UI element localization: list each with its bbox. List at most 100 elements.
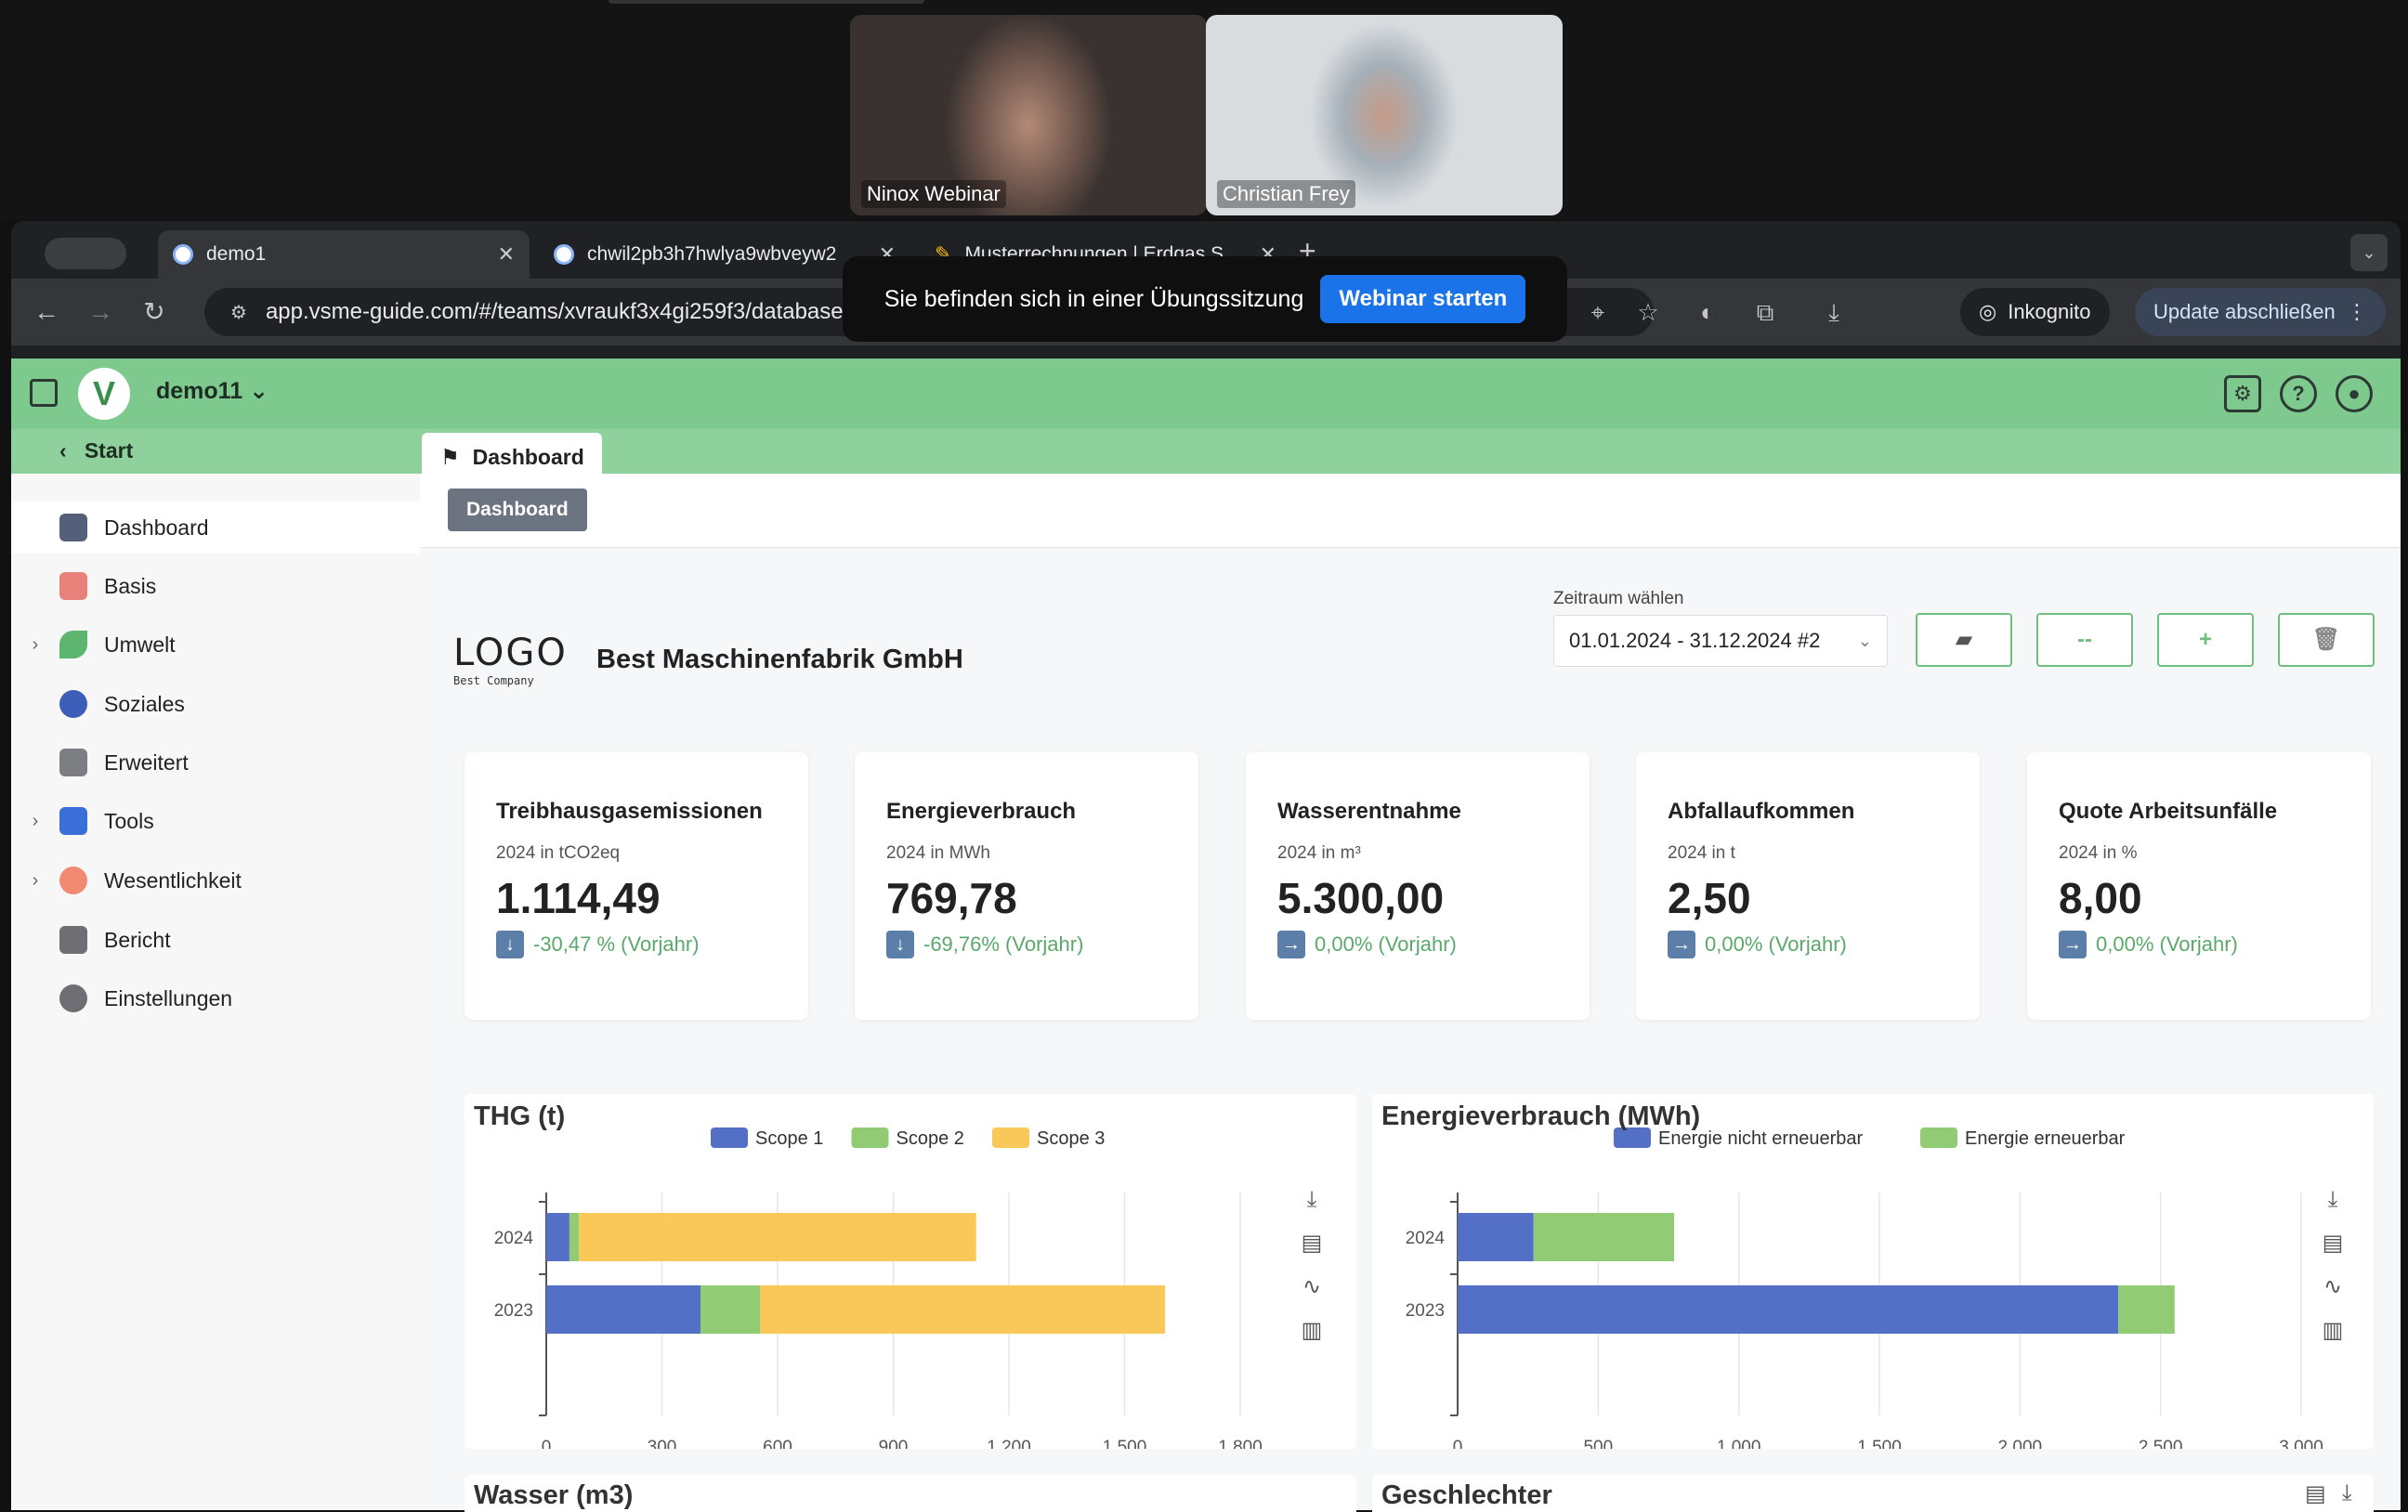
tab-dashboard[interactable]: ⚑ Dashboard xyxy=(422,433,602,481)
kpi-change-text: -69,76% (Vorjahr) xyxy=(923,932,1084,956)
banner-text: Sie befinden sich in einer Übungssitzung xyxy=(883,285,1304,312)
chevron-down-icon: ⌄ xyxy=(1857,631,1872,650)
back-start-link[interactable]: ‹ Start xyxy=(59,438,133,463)
bar-segment[interactable] xyxy=(2118,1285,2175,1334)
bar-segment[interactable] xyxy=(1533,1213,1675,1261)
participant-name: Christian Frey xyxy=(1217,180,1355,208)
kpi-value: 2,50 xyxy=(1668,874,1751,922)
update-button[interactable]: Update abschließen ⋮ xyxy=(2135,288,2386,336)
download-icon[interactable]: ⤓ xyxy=(2342,1480,2352,1505)
favicon-icon xyxy=(554,244,574,265)
legend-item[interactable]: Scope 2 xyxy=(851,1127,964,1149)
kpi-card-accidents: Quote Arbeitsunfälle 2024 in % 8,00 → 0,0… xyxy=(2027,752,2371,1020)
tab-search-icon[interactable] xyxy=(45,238,126,269)
bar-segment[interactable] xyxy=(1458,1285,2119,1334)
chart-title: THG (t) xyxy=(474,1101,566,1131)
legend-item[interactable]: Energie nicht erneuerbar xyxy=(1614,1127,1863,1149)
sidebar-item-bericht[interactable]: Bericht xyxy=(11,914,420,966)
network-icon xyxy=(59,867,87,894)
download-icon[interactable]: ⤓ xyxy=(1306,1187,1317,1212)
x-tick-label: 1,200 xyxy=(987,1438,1031,1449)
bar-chart-icon[interactable]: ▥ xyxy=(1301,1318,1323,1343)
sidebar-item-label: Soziales xyxy=(104,691,185,716)
download-icon[interactable]: ⤓ xyxy=(1828,298,1839,326)
bar-segment[interactable] xyxy=(569,1213,580,1261)
breadcrumb: Dashboard xyxy=(420,474,2401,548)
minus-button[interactable]: -- xyxy=(2036,613,2133,667)
line-chart-icon[interactable]: ∿ xyxy=(1302,1274,1322,1299)
extension-icon[interactable]: ◐ xyxy=(1700,298,1715,326)
app-logo[interactable]: V xyxy=(78,368,130,420)
close-icon[interactable]: ✕ xyxy=(497,242,515,266)
site-info-icon[interactable]: ⚙ xyxy=(230,302,247,323)
bar-segment[interactable] xyxy=(1458,1213,1534,1261)
tab-list-chevron-icon[interactable]: ⌄ xyxy=(2350,234,2388,271)
chart-card-thg: Scope 1 Scope 2 Scope 3 0 300 600 900 1,200 1,50… xyxy=(465,1094,1356,1449)
workspace-selector[interactable]: demo11 ⌄ xyxy=(156,377,268,405)
sidebar-toggle-icon[interactable] xyxy=(30,379,58,407)
y-tick-label: 2024 xyxy=(494,1229,534,1248)
bar-chart-icon[interactable]: ▥ xyxy=(2322,1318,2344,1343)
gear-icon[interactable]: ⚙ xyxy=(2224,375,2261,412)
sidebar-item-basis[interactable]: Basis xyxy=(11,560,420,612)
kpi-change: → 0,00% (Vorjahr) xyxy=(1668,931,1948,958)
kpi-change: → 0,00% (Vorjahr) xyxy=(2059,931,2339,958)
back-arrow-icon[interactable]: ← xyxy=(33,297,59,326)
participant-tile-1[interactable]: Ninox Webinar xyxy=(850,15,1207,215)
bar-segment[interactable] xyxy=(546,1285,700,1334)
legend-swatch xyxy=(1920,1127,1957,1148)
reload-icon[interactable]: ↻ xyxy=(143,297,165,326)
breadcrumb-dashboard-button[interactable]: Dashboard xyxy=(448,489,587,531)
bookmark-star-icon[interactable]: ☆ xyxy=(1637,298,1659,326)
help-icon[interactable]: ? xyxy=(2280,375,2317,412)
forward-arrow-icon[interactable]: → xyxy=(87,297,113,326)
legend-item[interactable]: Scope 1 xyxy=(711,1127,823,1149)
sidebar-item-label: Tools xyxy=(104,808,154,833)
kebab-menu-icon: ⋮ xyxy=(2347,300,2367,323)
sidebar-item-wesentlichkeit[interactable]: › Wesentlichkeit xyxy=(11,854,420,906)
sidebar-item-tools[interactable]: › Tools xyxy=(11,795,420,847)
start-webinar-button[interactable]: Webinar starten xyxy=(1320,275,1526,323)
sidebar-item-umwelt[interactable]: › Umwelt xyxy=(11,619,420,671)
data-view-icon[interactable]: ▤ xyxy=(2322,1231,2344,1256)
user-account-icon[interactable]: ● xyxy=(2336,375,2373,412)
bar-segment[interactable] xyxy=(546,1213,569,1261)
tools-icon xyxy=(59,807,87,835)
browser-tab-demo1[interactable]: demo1 ✕ xyxy=(158,230,530,279)
open-folder-button[interactable]: ▰ xyxy=(1916,613,2012,667)
incognito-indicator[interactable]: ◎ Inkognito xyxy=(1960,288,2110,336)
sidebar-item-label: Basis xyxy=(104,573,157,598)
x-tick-label: 600 xyxy=(763,1438,792,1449)
sidebar-item-label: Umwelt xyxy=(104,632,176,657)
legend-item[interactable]: Scope 3 xyxy=(992,1127,1105,1149)
download-icon[interactable]: ⤓ xyxy=(2327,1187,2338,1212)
add-button[interactable]: + xyxy=(2157,613,2254,667)
x-tick-label: 1,500 xyxy=(1103,1438,1147,1449)
puzzle-icon[interactable]: ⧉ xyxy=(1756,298,1774,326)
sidebar-item-dashboard[interactable]: Dashboard xyxy=(11,502,420,554)
app-header: V demo11 ⌄ ⚙ ? ● xyxy=(11,358,2401,429)
bar-segment[interactable] xyxy=(700,1285,761,1334)
period-select[interactable]: 01.01.2024 - 31.12.2024 #2 ⌄ xyxy=(1553,615,1888,667)
leaf-icon xyxy=(59,631,87,658)
bar-segment[interactable] xyxy=(579,1213,976,1261)
location-pin-icon[interactable]: ⌖ xyxy=(1590,298,1605,326)
legend-swatch xyxy=(1614,1127,1651,1148)
data-view-icon[interactable]: ▤ xyxy=(1301,1231,1323,1256)
delete-button[interactable]: 🗑 xyxy=(2278,613,2375,667)
participant-tile-2[interactable]: Christian Frey xyxy=(1206,15,1563,215)
kpi-change: ↓ -30,47 % (Vorjahr) xyxy=(496,931,777,958)
sidebar-item-soziales[interactable]: Soziales xyxy=(11,678,420,730)
data-view-icon[interactable]: ▤ xyxy=(2305,1481,2326,1506)
chevron-right-icon[interactable]: › xyxy=(32,633,39,655)
sidebar-item-label: Wesentlichkeit xyxy=(104,867,242,893)
chevron-right-icon[interactable]: › xyxy=(32,810,39,831)
logo-text: LOGO xyxy=(453,632,568,674)
line-chart-icon[interactable]: ∿ xyxy=(2323,1274,2343,1299)
chevron-right-icon[interactable]: › xyxy=(32,869,39,891)
bar-segment[interactable] xyxy=(760,1285,1166,1334)
sidebar-item-erweitert[interactable]: Erweitert xyxy=(11,736,420,789)
legend-item[interactable]: Energie erneuerbar xyxy=(1920,1127,2126,1149)
kpi-change-text: 0,00% (Vorjahr) xyxy=(1315,932,1457,956)
sidebar-item-einstellungen[interactable]: Einstellungen xyxy=(11,972,420,1024)
